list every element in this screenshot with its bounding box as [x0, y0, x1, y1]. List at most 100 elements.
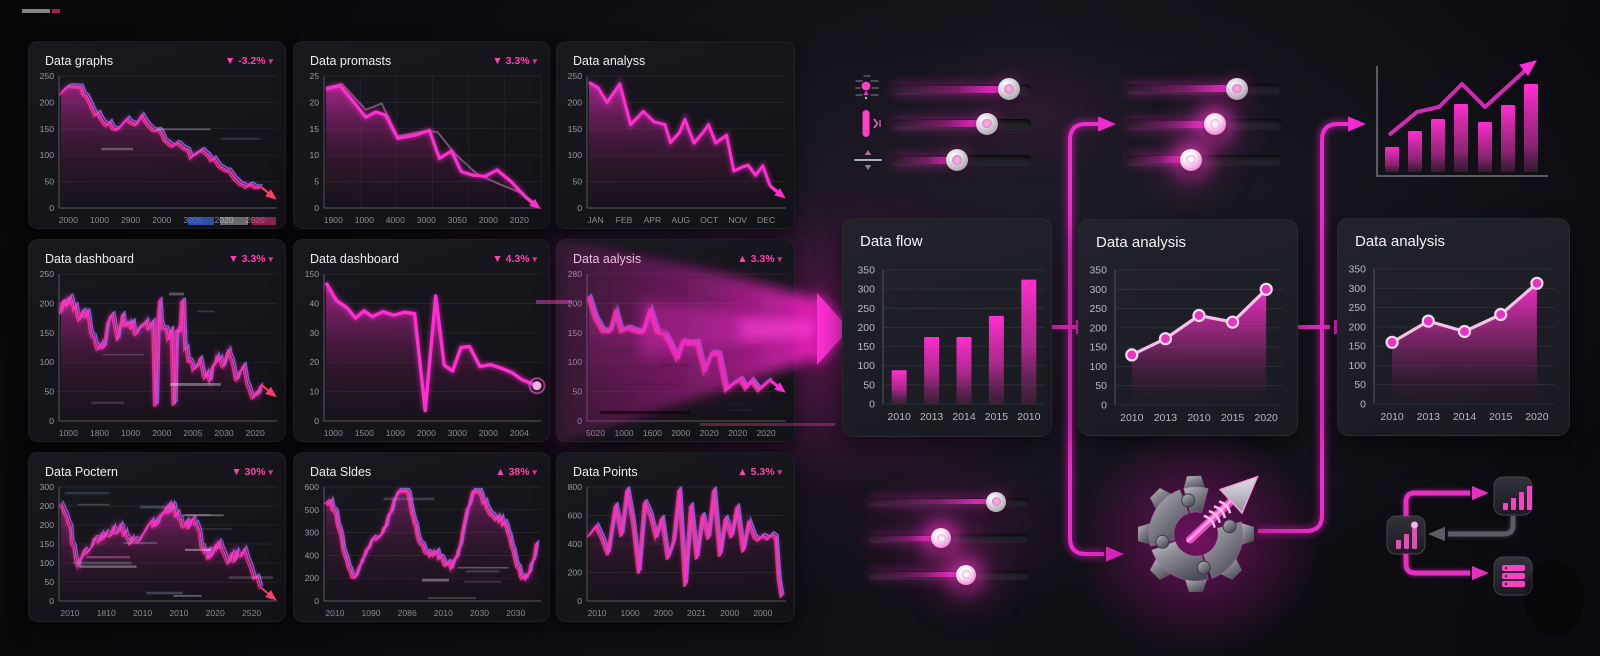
svg-text:200: 200	[1348, 321, 1366, 333]
svg-text:350: 350	[857, 265, 875, 277]
svg-text:2005: 2005	[183, 428, 202, 438]
svg-text:2015: 2015	[1221, 412, 1245, 424]
svg-text:0: 0	[869, 399, 875, 411]
svg-text:3050: 3050	[448, 215, 467, 225]
svg-text:200: 200	[568, 298, 583, 308]
svg-text:JAN: JAN	[587, 215, 603, 225]
svg-text:1500: 1500	[355, 428, 374, 438]
svg-text:800: 800	[568, 482, 583, 492]
svg-text:2004: 2004	[510, 428, 529, 438]
svg-text:1000: 1000	[90, 215, 109, 225]
svg-text:50: 50	[572, 387, 582, 397]
svg-text:AUG: AUG	[671, 215, 690, 225]
svg-text:2020: 2020	[246, 428, 265, 438]
svg-text:50: 50	[44, 177, 54, 187]
svg-text:10: 10	[309, 387, 319, 397]
svg-text:400: 400	[305, 550, 320, 560]
svg-text:2020: 2020	[1525, 411, 1549, 423]
svg-text:600: 600	[568, 511, 583, 521]
svg-text:3000: 3000	[448, 428, 467, 438]
svg-text:350: 350	[1089, 265, 1107, 277]
svg-text:DEC: DEC	[757, 215, 775, 225]
svg-text:100: 100	[40, 150, 55, 160]
svg-text:3000: 3000	[417, 215, 436, 225]
svg-text:100: 100	[1089, 361, 1107, 373]
svg-text:15: 15	[309, 124, 319, 134]
svg-text:2000: 2000	[720, 608, 739, 618]
svg-text:1000: 1000	[355, 215, 374, 225]
svg-text:300: 300	[857, 284, 875, 296]
svg-text:150: 150	[40, 124, 55, 134]
svg-text:2000: 2000	[753, 608, 772, 618]
svg-text:200: 200	[40, 501, 55, 511]
svg-text:100: 100	[568, 150, 583, 160]
svg-text:1000: 1000	[614, 428, 633, 438]
svg-text:1090: 1090	[361, 608, 380, 618]
svg-text:APR: APR	[644, 215, 662, 225]
svg-text:2000: 2000	[671, 428, 690, 438]
svg-text:250: 250	[40, 71, 55, 81]
svg-text:50: 50	[572, 177, 582, 187]
svg-text:600: 600	[305, 482, 320, 492]
svg-text:150: 150	[857, 341, 875, 353]
svg-text:1900: 1900	[324, 215, 343, 225]
svg-text:5020: 5020	[586, 428, 605, 438]
svg-text:0: 0	[577, 416, 582, 426]
svg-text:2000: 2000	[479, 428, 498, 438]
svg-text:2013: 2013	[920, 411, 944, 423]
svg-text:1810: 1810	[97, 608, 116, 618]
svg-text:2030: 2030	[506, 608, 525, 618]
svg-text:40: 40	[309, 298, 319, 308]
svg-text:2014: 2014	[952, 411, 976, 423]
svg-text:150: 150	[568, 328, 583, 338]
svg-text:2014: 2014	[1453, 411, 1477, 423]
svg-text:25: 25	[309, 71, 319, 81]
svg-text:1800: 1800	[90, 428, 109, 438]
svg-text:150: 150	[305, 269, 320, 279]
svg-text:20: 20	[309, 357, 319, 367]
svg-text:2020: 2020	[206, 608, 225, 618]
svg-text:400: 400	[568, 539, 583, 549]
svg-text:0: 0	[49, 416, 54, 426]
svg-text:50: 50	[863, 379, 875, 391]
svg-text:2520: 2520	[242, 608, 261, 618]
svg-text:500: 500	[305, 505, 320, 515]
svg-text:2020: 2020	[700, 428, 719, 438]
svg-text:2086: 2086	[398, 608, 417, 618]
svg-text:300: 300	[1348, 283, 1366, 295]
svg-text:1000: 1000	[621, 608, 640, 618]
svg-text:200: 200	[568, 568, 583, 578]
svg-text:200: 200	[40, 97, 55, 107]
svg-text:1000: 1000	[121, 428, 140, 438]
svg-text:2020: 2020	[757, 428, 776, 438]
svg-text:50: 50	[1354, 379, 1366, 391]
svg-text:FEB: FEB	[616, 215, 633, 225]
svg-text:2020: 2020	[510, 215, 529, 225]
svg-text:0: 0	[577, 203, 582, 213]
svg-text:2030: 2030	[215, 428, 234, 438]
svg-text:2000: 2000	[479, 215, 498, 225]
svg-text:100: 100	[568, 357, 583, 367]
svg-text:0: 0	[1360, 399, 1366, 411]
svg-text:200: 200	[857, 322, 875, 334]
svg-text:OCT: OCT	[700, 215, 719, 225]
svg-text:2020: 2020	[1255, 412, 1279, 424]
svg-text:250: 250	[857, 303, 875, 315]
svg-text:0: 0	[49, 203, 54, 213]
svg-text:0: 0	[314, 596, 319, 606]
svg-text:250: 250	[40, 269, 55, 279]
svg-text:2900: 2900	[121, 215, 140, 225]
svg-text:50: 50	[44, 577, 54, 587]
svg-text:2013: 2013	[1417, 411, 1441, 423]
svg-text:0: 0	[314, 416, 319, 426]
svg-text:250: 250	[1348, 302, 1366, 314]
svg-text:30: 30	[309, 328, 319, 338]
svg-text:0: 0	[1101, 400, 1107, 412]
svg-text:300: 300	[1089, 284, 1107, 296]
svg-text:200: 200	[40, 298, 55, 308]
svg-text:2010: 2010	[434, 608, 453, 618]
svg-text:2010: 2010	[1120, 412, 1144, 424]
svg-text:5: 5	[314, 177, 319, 187]
svg-text:150: 150	[40, 328, 55, 338]
svg-text:100: 100	[1348, 360, 1366, 372]
